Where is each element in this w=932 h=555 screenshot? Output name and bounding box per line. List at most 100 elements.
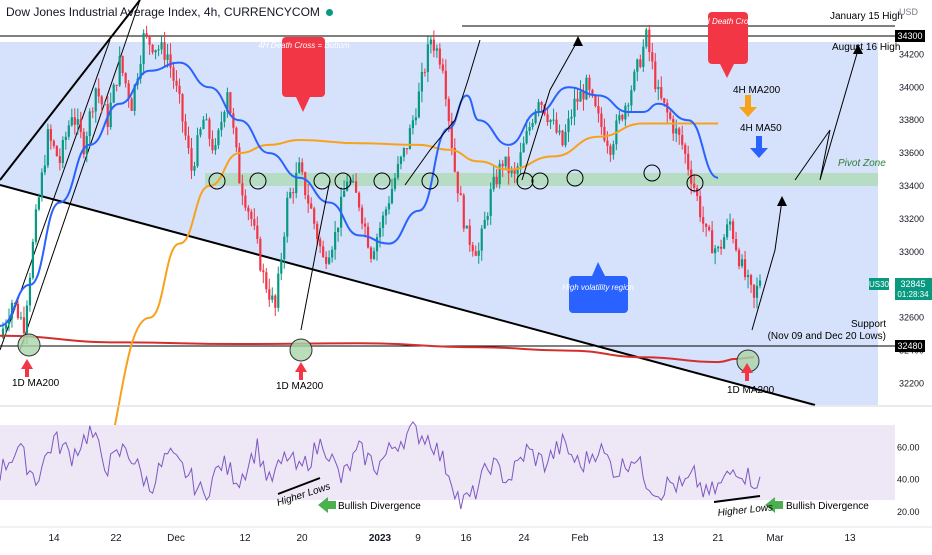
candle-body [220, 121, 223, 131]
time-tick-label: 21 [712, 533, 724, 544]
candle-body [402, 148, 406, 157]
candle-body [429, 39, 432, 45]
candle-body [274, 295, 277, 308]
candle-body [190, 148, 193, 171]
candle-body [337, 227, 340, 233]
candle-body [342, 190, 346, 197]
candle-body [70, 117, 73, 126]
time-axis[interactable]: 14 22 Dec 12 20 2023 9 16 24 Feb 13 21 Mar 13 [48, 533, 856, 544]
level-34300-tag [895, 30, 925, 42]
candle-body [61, 140, 64, 164]
candle-body [223, 111, 226, 122]
ma200-4h-label: 4H MA200 [733, 85, 781, 96]
market-status-dot [325, 8, 333, 16]
projection-5 [794, 49, 859, 181]
ma200-touch-2 [289, 338, 313, 362]
instrument-title: Dow Jones Industrial Average Index, 4h, … [6, 5, 320, 19]
candle-body [459, 193, 462, 196]
time-tick-label: 14 [48, 533, 60, 544]
candle-body [247, 207, 250, 212]
candle-body [758, 280, 762, 286]
candle-body [387, 203, 391, 210]
candle-body [322, 246, 325, 257]
candle-body [618, 115, 621, 121]
candle-body [390, 188, 394, 204]
candle-body [145, 33, 148, 36]
candle-body [657, 87, 660, 90]
rsi-ticks: 60.00 40.00 20.00 [897, 442, 920, 517]
candle-body [737, 250, 741, 267]
candle-body [672, 118, 675, 134]
candle-body [642, 46, 645, 68]
candle-body [600, 113, 603, 127]
candle-body [687, 153, 690, 170]
candle-body [226, 92, 229, 112]
candle-body [127, 83, 130, 99]
support-label: Support [851, 319, 886, 330]
projection-2 [404, 39, 481, 186]
candle-body [91, 111, 94, 113]
candle-body [363, 223, 367, 227]
candle-body [630, 90, 633, 106]
candle-body [516, 166, 519, 174]
time-tick-label: Dec [167, 533, 185, 544]
candle-body [558, 130, 561, 133]
price-tick-label: 33800 [899, 115, 924, 125]
candle-body [307, 195, 310, 204]
candle-body [334, 232, 337, 250]
candle-body [97, 88, 100, 97]
candle-body [94, 88, 97, 112]
candle-body [351, 181, 355, 183]
level-32480-tag [895, 340, 925, 352]
candle-body [328, 257, 331, 264]
title-bar: Dow Jones Industrial Average Index, 4h, … [6, 5, 333, 19]
price-tick-label: 33200 [899, 214, 924, 224]
rsi-line [0, 421, 761, 510]
candle-body [372, 251, 376, 259]
candle-body [749, 275, 753, 285]
candle-body [648, 29, 651, 53]
candle-body [486, 215, 489, 220]
candle-body [660, 87, 663, 99]
ma50-down-arrow [750, 136, 768, 158]
candle-body [405, 148, 409, 150]
death-cross-callout-2 [708, 12, 748, 78]
candle-body [444, 70, 447, 100]
candle-body [348, 181, 352, 183]
candle-body [594, 95, 597, 107]
candle-body [480, 228, 483, 251]
candle-body [229, 92, 232, 114]
price-tick-label: 33600 [899, 148, 924, 158]
candle-body [304, 172, 307, 196]
candle-body [734, 239, 738, 251]
candle-body [561, 130, 564, 146]
high-volatility-callout [569, 262, 628, 313]
death-cross-2-text: 4H Death Cross [700, 17, 757, 26]
candle-body [465, 225, 468, 229]
candle-body [696, 187, 699, 196]
pivot-circles [208, 164, 704, 192]
ma200-1d-label-b: 1D MA200 [276, 381, 324, 392]
candle-body [567, 118, 570, 132]
time-tick-label: 12 [239, 533, 251, 544]
rsi-tick-label: 60.00 [897, 442, 920, 452]
candle-body [447, 99, 450, 122]
level-34300-text: 34300 [897, 31, 922, 41]
price-axis[interactable] [895, 0, 932, 405]
candle-body [1, 328, 5, 338]
high-volatility-text: High volatility region [562, 283, 634, 292]
bull-div-arrow-2 [765, 497, 783, 513]
candle-body [28, 277, 32, 306]
candle-body [133, 84, 136, 111]
ma200-down-arrow [739, 95, 757, 117]
time-tick-label: 13 [652, 533, 664, 544]
time-tick-label: 16 [460, 533, 472, 544]
candle-body [522, 143, 525, 153]
candle-body [298, 162, 301, 173]
candle-body [202, 119, 205, 130]
candle-body [420, 71, 423, 92]
price-tick-label: 34200 [899, 49, 924, 59]
candle-body [627, 105, 630, 107]
